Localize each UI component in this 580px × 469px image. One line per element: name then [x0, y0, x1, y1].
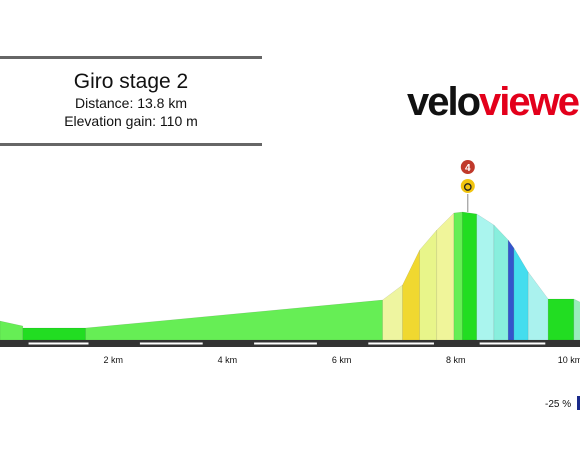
axis-bar-dash-0 [28, 342, 89, 345]
gradient-legend-swatch [577, 396, 580, 410]
profile-segment-3 [382, 284, 403, 341]
profile-segment-2 [85, 299, 383, 341]
x-tick-label-4: 10 km [558, 355, 580, 365]
profile-segment-5 [419, 229, 438, 341]
climb-badge[interactable] [460, 160, 475, 174]
profile-segments [0, 211, 580, 341]
climb-number: 4 [465, 163, 471, 174]
distance-label: Distance: 13.8 km [74, 95, 188, 111]
logo-viewer: viewer [479, 80, 580, 124]
profile-segment-15 [573, 298, 580, 341]
axis-bar-dash-3 [368, 342, 434, 345]
x-tick-label-2: 6 km [332, 355, 352, 365]
axis-bar-dash-1 [139, 342, 203, 345]
stopwatch-face [463, 183, 472, 191]
x-axis-ticks: 2 km 4 km 6 km 8 km 10 km [28, 342, 580, 365]
profile-segment-10 [493, 224, 509, 341]
x-tick-label-0: 2 km [103, 355, 123, 365]
gradient-legend-min: -25 % [545, 399, 572, 410]
axis-bar-dash-4 [479, 342, 546, 345]
logo-velo: velo [407, 80, 481, 124]
profile-segment-6 [436, 212, 455, 341]
profile-segment-7 [453, 211, 463, 341]
profile-segment-14 [547, 298, 575, 341]
elevation-gain-label: Elevation gain: 110 m [64, 113, 198, 129]
profile-segment-11 [507, 239, 515, 341]
stage-title: Giro stage 2 [73, 70, 189, 93]
stopwatch-icon[interactable] [460, 179, 475, 193]
x-tick-label-3: 8 km [446, 355, 466, 365]
axis-bar-dash-2 [254, 342, 317, 345]
profile-segment-8 [462, 211, 478, 341]
profile-segment-9 [476, 213, 495, 341]
x-tick-label-1: 4 km [218, 355, 238, 365]
profile-segment-1 [22, 327, 86, 341]
profile-segment-13 [527, 271, 549, 341]
veloviewer-logo: veloviewer [407, 80, 580, 124]
title-box: Giro stage 2 Distance: 13.8 km Elevation… [0, 56, 262, 146]
profile-segment-12 [513, 247, 529, 341]
profile-segment-0 [0, 320, 24, 341]
profile-segment-4 [402, 249, 420, 341]
climb-marker[interactable]: 4 [460, 160, 475, 212]
